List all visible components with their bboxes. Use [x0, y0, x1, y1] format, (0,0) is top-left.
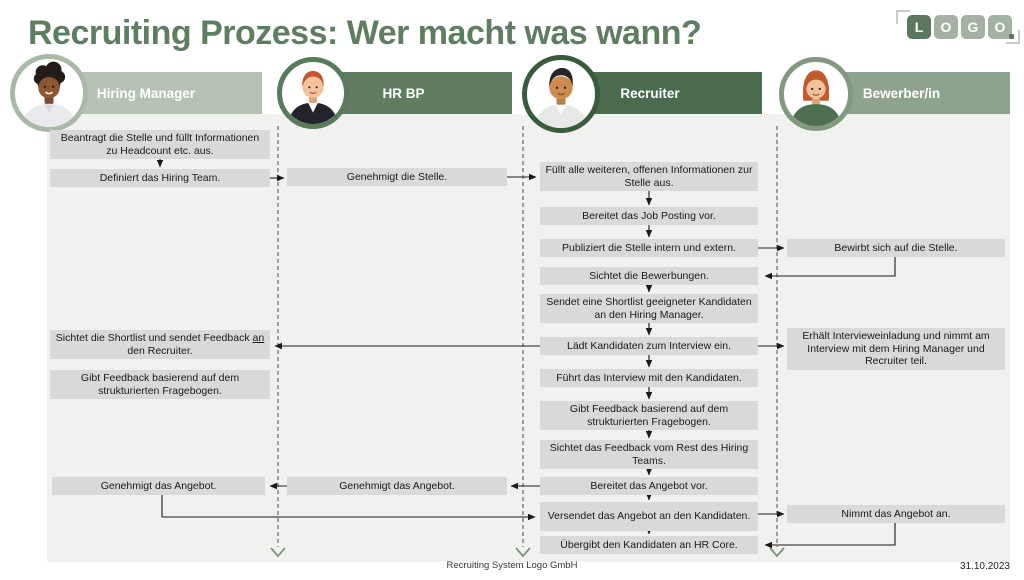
process-step: Sichtet die Shortlist und sendet Feedbac… [50, 330, 270, 359]
logo-letter: G [967, 19, 979, 35]
footer-company: Recruiting System Logo GmbH [446, 560, 578, 571]
process-step: Führt das Interview mit den Kandidaten. [540, 369, 758, 387]
logo: L O G O [907, 15, 1012, 39]
process-step: Versendet das Angebot an den Kandidaten. [540, 502, 758, 531]
logo-letter: O [940, 19, 952, 35]
logo-tile: O [934, 15, 958, 39]
lane-label: Hiring Manager [96, 85, 196, 101]
man-dark-hair-icon [534, 67, 588, 128]
process-step: Sichtet das Feedback vom Rest des Hiring… [540, 440, 758, 469]
process-step: Gibt Feedback basierend auf dem struktur… [50, 370, 270, 399]
hr-bp-avatar [277, 57, 349, 129]
logo-bracket-icon [1006, 30, 1020, 44]
process-step: Nimmt das Angebot an. [787, 505, 1005, 523]
hiring-manager-avatar [10, 54, 88, 132]
process-step: Bereitet das Angebot vor. [540, 477, 758, 495]
logo-letter: L [914, 19, 924, 35]
logo-period-icon [1009, 34, 1014, 39]
process-step: Füllt alle weiteren, offenen Information… [540, 162, 758, 191]
process-step: Lädt Kandidaten zum Interview ein. [540, 337, 758, 355]
process-step: Bereitet das Job Posting vor. [540, 207, 758, 225]
woman-red-hair-icon [790, 70, 842, 126]
process-step: Übergibt den Kandidaten an HR Core. [540, 536, 758, 554]
process-step: Publiziert die Stelle intern und extern. [540, 239, 758, 257]
recruiter-avatar [522, 55, 600, 133]
process-step: Bewirbt sich auf die Stelle. [787, 239, 1005, 257]
process-step: Gibt Feedback basierend auf dem struktur… [540, 401, 758, 430]
process-step: Sendet eine Shortlist geeigneter Kandida… [540, 294, 758, 323]
process-step: Erhält Intervieweinladung und nimmt am I… [787, 328, 1005, 370]
process-step-text: Sichtet die Shortlist und sendet Feedbac… [55, 331, 265, 357]
logo-tile: O [988, 15, 1012, 39]
logo-tile: L [907, 15, 931, 39]
footer-date: 31.10.2023 [959, 561, 1010, 572]
process-step: Genehmigt das Angebot. [287, 477, 507, 495]
page-title: Recruiting Prozess: Wer macht was wann? [28, 14, 702, 52]
bewerber-avatar [779, 57, 853, 131]
man-red-hair-icon [288, 70, 338, 124]
lane-label: HR BP [382, 85, 425, 101]
logo-letter: O [994, 19, 1006, 35]
process-step: Sichtet die Bewerbungen. [540, 267, 758, 285]
woman-afro-icon [22, 61, 76, 127]
process-step: Genehmigt das Angebot. [52, 477, 265, 495]
process-step: Definiert das Hiring Team. [50, 169, 270, 187]
lane-label: Recruiter [620, 85, 680, 101]
lane-label: Bewerber/in [862, 85, 941, 101]
logo-bracket-icon [896, 10, 910, 24]
process-step: Genehmigt die Stelle. [287, 168, 507, 186]
process-step: Beantragt die Stelle und füllt Informati… [50, 130, 270, 159]
logo-tile: G [961, 15, 985, 39]
